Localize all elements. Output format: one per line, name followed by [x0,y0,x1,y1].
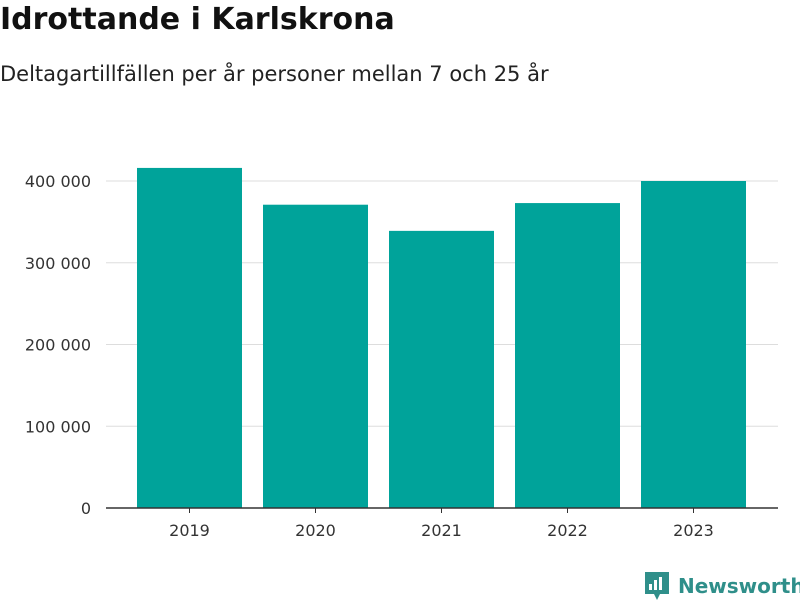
y-tick-label: 400 000 [25,172,91,191]
newsworthy-logo: Newsworthy [644,570,800,602]
bar-2019 [137,167,242,509]
x-tick-label: 2021 [421,521,462,540]
brand-name: Newsworthy [678,574,800,598]
y-tick-label: 300 000 [25,254,91,273]
bar-2021 [389,230,494,508]
newsworthy-logo-icon [645,572,669,600]
x-tick-label: 2023 [673,521,714,540]
y-axis-ticks: 0 100 000 200 000 300 000 400 000 [25,172,91,518]
bar-2023 [641,181,746,508]
bar-2022 [515,203,620,508]
y-tick-label: 200 000 [25,336,91,355]
x-axis-ticks: 2019 2020 2021 2022 2023 [169,508,714,540]
x-tick-label: 2022 [547,521,588,540]
bar-2020 [263,204,368,508]
chart-title: Idrottande i Karlskrona [0,2,395,37]
y-tick-label: 0 [81,499,91,518]
chart-subtitle: Deltagartillfällen per år personer mella… [0,62,549,86]
x-tick-label: 2019 [169,521,210,540]
bars [137,167,746,509]
y-tick-label: 100 000 [25,417,91,436]
x-tick-label: 2020 [295,521,336,540]
